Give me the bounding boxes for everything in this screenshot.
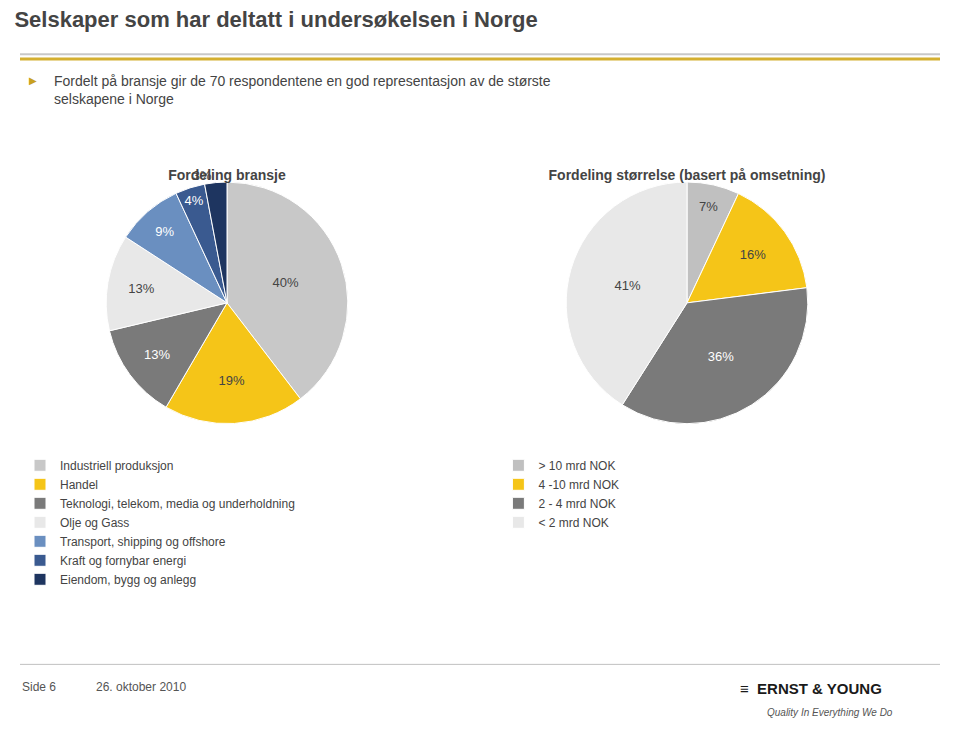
svg-text:2 - 4 mrd NOK: 2 - 4 mrd NOK [538, 497, 615, 511]
svg-text:Selskaper som har deltatt i un: Selskaper som har deltatt i undersøkelse… [14, 7, 537, 32]
svg-text:Side 6: Side 6 [22, 680, 56, 694]
svg-text:Eiendom, bygg og anlegg: Eiendom, bygg og anlegg [60, 573, 196, 587]
svg-text:7%: 7% [699, 199, 718, 214]
svg-text:16%: 16% [740, 247, 766, 262]
svg-text:Kraft og fornybar energi: Kraft og fornybar energi [60, 554, 186, 568]
svg-text:3%: 3% [193, 168, 212, 183]
svg-text:Fordeling størrelse (basert på: Fordeling størrelse (basert på omsetning… [549, 167, 826, 183]
svg-text:< 2 mrd NOK: < 2 mrd NOK [538, 516, 608, 530]
svg-text:9%: 9% [155, 224, 174, 239]
svg-text:40%: 40% [273, 275, 299, 290]
svg-text:Quality In Everything We Do: Quality In Everything We Do [767, 707, 893, 718]
svg-text:Fordeling bransje: Fordeling bransje [168, 167, 286, 183]
svg-text:Fordelt på bransje gir de 70 r: Fordelt på bransje gir de 70 respondente… [54, 73, 551, 107]
svg-text:Industriell produksjon: Industriell produksjon [60, 459, 173, 473]
svg-text:19%: 19% [219, 373, 245, 388]
svg-text:▶: ▶ [29, 75, 37, 86]
svg-text:4 -10 mrd NOK: 4 -10 mrd NOK [538, 478, 619, 492]
svg-text:Transport, shipping og offshor: Transport, shipping og offshore [60, 535, 226, 549]
svg-text:Teknologi, telekom, media og u: Teknologi, telekom, media og underholdni… [60, 497, 295, 511]
svg-text:26. oktober 2010: 26. oktober 2010 [96, 680, 186, 694]
svg-text:Olje og Gass: Olje og Gass [60, 516, 129, 530]
svg-text:> 10 mrd NOK: > 10 mrd NOK [538, 459, 615, 473]
svg-text:4%: 4% [184, 193, 203, 208]
svg-text:41%: 41% [615, 278, 641, 293]
svg-text:13%: 13% [144, 347, 170, 362]
svg-text:36%: 36% [708, 349, 734, 364]
svg-text:13%: 13% [128, 281, 154, 296]
svg-text:Handel: Handel [60, 478, 98, 492]
svg-text:≡ ERNST & YOUNG: ≡ ERNST & YOUNG [740, 680, 882, 697]
